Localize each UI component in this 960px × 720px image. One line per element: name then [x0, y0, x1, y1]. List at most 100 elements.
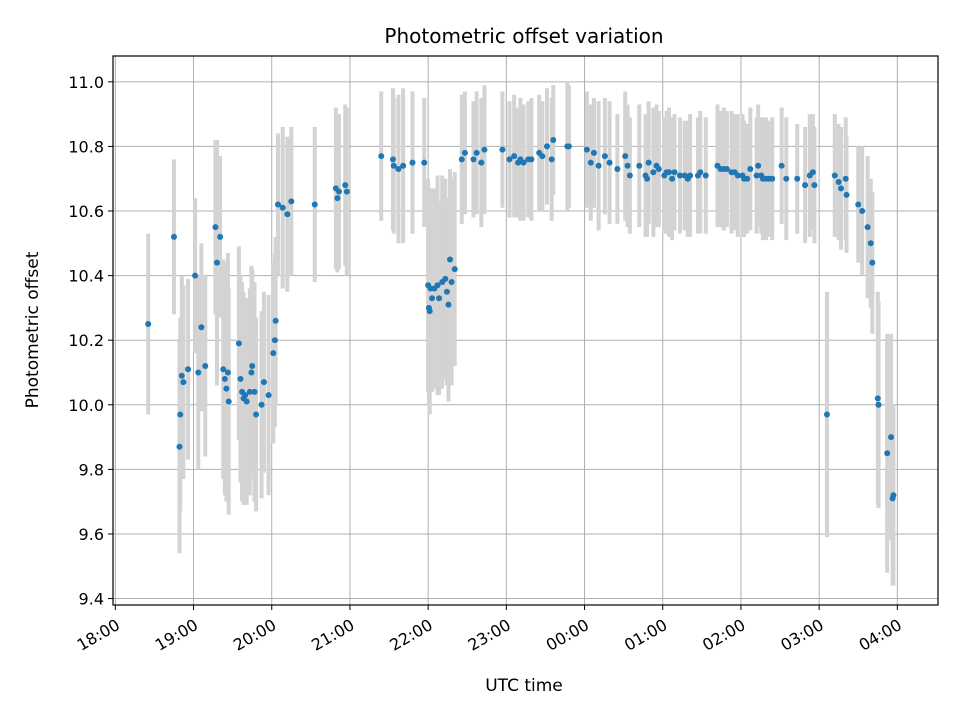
data-point [249, 363, 256, 370]
y-axis-ticks: 9.4 9.6 9.8 10.0 10.2 10.4 10.6 10.8 11.0 [68, 73, 113, 609]
data-point [622, 153, 629, 160]
data-point [279, 204, 286, 211]
data-point [671, 169, 678, 176]
data-point [243, 398, 250, 405]
data-point [606, 159, 613, 166]
data-point [744, 175, 751, 182]
data-point [769, 175, 776, 182]
data-point [443, 288, 450, 295]
data-point [697, 169, 704, 176]
data-point [665, 169, 672, 176]
data-point [461, 149, 468, 156]
y-tick-label: 10.2 [68, 331, 104, 350]
data-point [436, 295, 443, 302]
y-axis-label: Photometric offset [23, 251, 43, 408]
data-point [271, 337, 278, 344]
data-point [192, 272, 199, 279]
data-point [421, 159, 428, 166]
plot-frame [112, 55, 939, 606]
data-point [447, 256, 454, 263]
data-point [687, 172, 694, 179]
data-point [548, 156, 555, 163]
data-point [626, 172, 633, 179]
data-point [389, 156, 396, 163]
data-point [235, 340, 242, 347]
data-point [429, 295, 436, 302]
data-point [636, 162, 643, 169]
data-point [755, 162, 762, 169]
data-point [644, 175, 651, 182]
data-point [214, 259, 221, 266]
data-point [783, 175, 790, 182]
data-point [859, 208, 866, 215]
data-point [655, 166, 662, 173]
data-point [334, 195, 341, 202]
data-point [202, 363, 209, 370]
data-point [442, 275, 449, 282]
data-point [583, 146, 590, 153]
data-point [260, 379, 267, 386]
data-point [565, 143, 572, 150]
data-points [145, 136, 897, 502]
data-point [550, 136, 557, 143]
data-point [669, 175, 676, 182]
data-point [220, 366, 227, 373]
data-point [265, 392, 272, 399]
data-point [809, 169, 816, 176]
data-point [448, 279, 455, 286]
y-tick-label: 10.4 [68, 267, 104, 286]
data-point [884, 450, 891, 457]
data-point [251, 388, 258, 395]
data-point [869, 259, 876, 266]
data-point [248, 369, 255, 376]
data-point [888, 434, 895, 441]
data-point [434, 282, 441, 289]
chart-title: Photometric offset variation [384, 24, 663, 48]
data-point [451, 266, 458, 273]
data-point [794, 175, 801, 182]
data-point [212, 224, 219, 231]
data-point [217, 233, 224, 240]
data-point [587, 159, 594, 166]
data-point [838, 185, 845, 192]
data-point [224, 369, 231, 376]
data-point [237, 375, 244, 382]
data-point [702, 172, 709, 179]
data-point [811, 182, 818, 189]
data-point [601, 153, 608, 160]
y-tick-label: 9.8 [79, 460, 104, 479]
data-point [400, 162, 407, 169]
data-point [734, 172, 741, 179]
data-point [284, 211, 291, 218]
data-point [221, 375, 228, 382]
data-point [823, 411, 830, 418]
data-point [842, 175, 849, 182]
data-point [458, 156, 465, 163]
data-point [470, 156, 477, 163]
data-point [473, 149, 480, 156]
y-tick-label: 11.0 [68, 73, 104, 92]
data-point [595, 162, 602, 169]
y-tick-label: 10.0 [68, 396, 104, 415]
data-point [506, 156, 513, 163]
data-point [198, 324, 205, 331]
data-point [225, 398, 232, 405]
data-point [544, 143, 551, 150]
data-point [481, 146, 488, 153]
data-point [170, 233, 177, 240]
data-point [288, 198, 295, 205]
data-point [242, 392, 249, 399]
data-point [335, 188, 342, 195]
data-point [272, 317, 279, 324]
data-point [223, 385, 230, 392]
data-point [645, 159, 652, 166]
data-point [409, 159, 416, 166]
data-point [258, 401, 265, 408]
data-point [275, 201, 281, 208]
data-point [195, 369, 202, 376]
y-tick-label: 9.6 [79, 525, 104, 544]
data-point [185, 366, 192, 373]
data-point [747, 166, 754, 173]
data-point [177, 411, 184, 418]
